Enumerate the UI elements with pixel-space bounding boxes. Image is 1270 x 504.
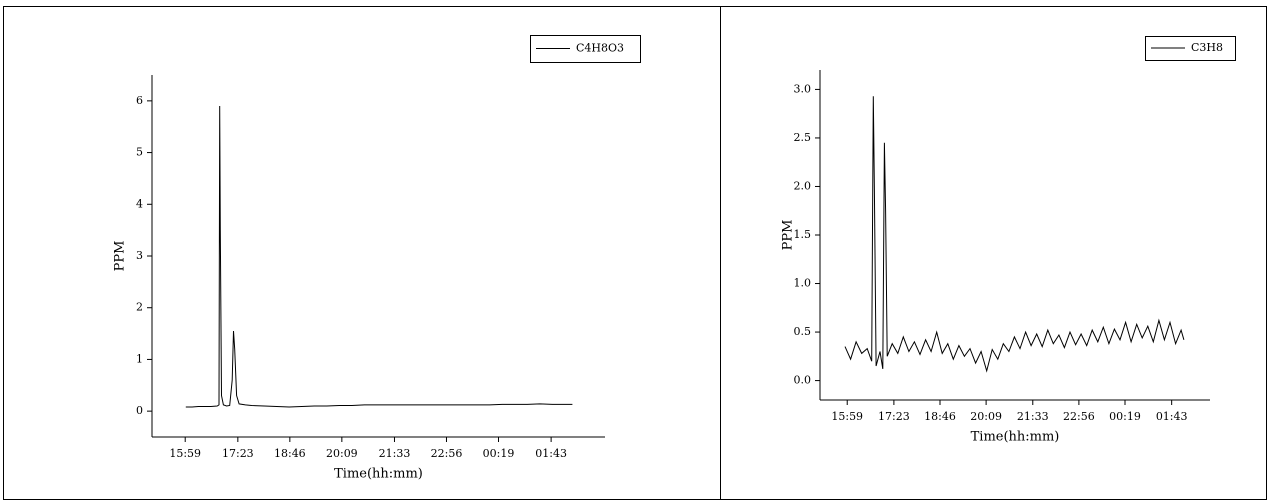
y-tick-label: 2 — [136, 301, 143, 314]
x-tick-label: 18:46 — [924, 410, 956, 423]
x-tick-label: 20:09 — [970, 410, 1002, 423]
y-axis-title: PPM — [113, 241, 128, 272]
y-tick-label: 0.0 — [794, 374, 812, 387]
y-tick-label: 4 — [136, 197, 143, 210]
y-tick-label: 3 — [136, 249, 143, 262]
x-tick-label: 17:23 — [222, 447, 254, 460]
y-tick-label: 1.0 — [794, 277, 812, 290]
x-tick-label: 00:19 — [483, 447, 515, 460]
x-tick-label: 21:33 — [379, 447, 411, 460]
x-tick-label: 01:43 — [535, 447, 567, 460]
x-tick-label: 17:23 — [878, 410, 910, 423]
x-tick-label: 20:09 — [326, 447, 358, 460]
x-tick-label: 01:43 — [1156, 410, 1188, 423]
x-tick-label: 15:59 — [169, 447, 201, 460]
y-tick-label: 2.5 — [794, 131, 812, 144]
y-tick-label: 0 — [136, 404, 143, 417]
data-line — [185, 105, 573, 408]
legend-label: C4H8O3 — [576, 42, 624, 55]
y-tick-label: 1 — [136, 352, 143, 365]
y-tick-label: 5 — [136, 146, 143, 159]
y-tick-label: 6 — [136, 94, 143, 107]
x-tick-label: 18:46 — [274, 447, 306, 460]
x-tick-label: 22:56 — [431, 447, 463, 460]
y-axis-title: PPM — [781, 220, 796, 251]
x-axis-title: Time(hh:mm) — [334, 467, 423, 482]
frame — [3, 6, 1267, 500]
y-tick-label: 0.5 — [794, 325, 812, 338]
y-tick-label: 3.0 — [794, 82, 812, 95]
x-tick-label: 15:59 — [831, 410, 863, 423]
x-axis-title: Time(hh:mm) — [971, 430, 1060, 445]
x-tick-label: 21:33 — [1017, 410, 1049, 423]
legend-label: C3H8 — [1191, 41, 1223, 54]
y-tick-label: 2.0 — [794, 179, 812, 192]
x-tick-label: 00:19 — [1109, 410, 1141, 423]
legend-box — [530, 35, 641, 63]
data-line — [844, 96, 1185, 373]
x-tick-label: 22:56 — [1063, 410, 1095, 423]
y-tick-label: 1.5 — [794, 228, 812, 241]
